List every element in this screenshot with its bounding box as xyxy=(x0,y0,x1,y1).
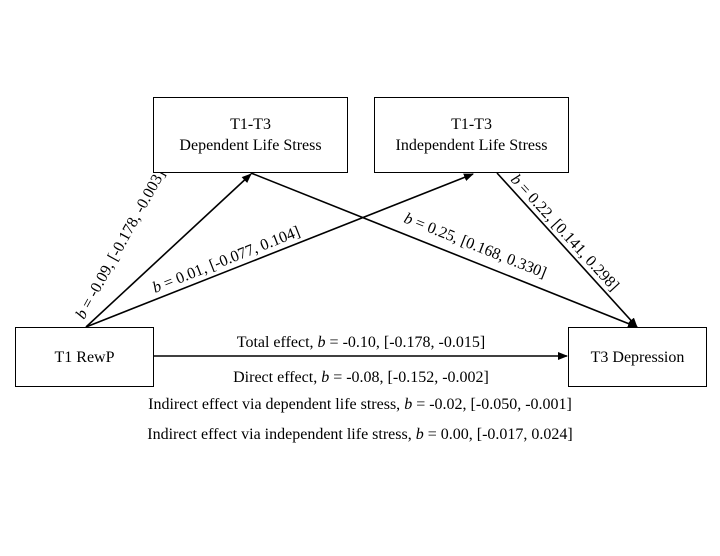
indirect-dependent-value: = -0.02, [-0.050, -0.001] xyxy=(412,396,572,413)
indirect-independent-value: = 0.00, [-0.017, 0.024] xyxy=(423,426,573,443)
indirect-independent-b: b xyxy=(415,426,424,443)
indirect-dependent-prefix: Indirect effect via dependent life stres… xyxy=(148,396,405,413)
direct-effect-label: Direct effect, b = -0.08, [-0.152, -0.00… xyxy=(154,368,568,388)
depression-box: T3 Depression xyxy=(568,327,707,387)
path-label-a-independent: b = 0.01, [-0.077, 0.104] xyxy=(150,223,302,296)
path-label-b-independent: b = 0.22, [0.141, 0.298] xyxy=(507,171,622,294)
independent-life-stress-box: T1-T3 Independent Life Stress xyxy=(374,97,569,173)
direct-effect-b: b xyxy=(321,369,330,386)
path-label-b-dependent: b = 0.25, [0.168, 0.330] xyxy=(402,210,549,282)
dependent-box-line1: T1-T3 xyxy=(230,116,271,133)
total-effect-prefix: Total effect, xyxy=(236,334,318,351)
path-label-a-dependent: b = -0.09, [-0.178, -0.003] xyxy=(73,167,169,322)
arrow-rewp-to-independent xyxy=(85,173,474,328)
total-effect-label: Total effect, b = -0.10, [-0.178, -0.015… xyxy=(154,333,568,353)
direct-effect-value: = -0.08, [-0.152, -0.002] xyxy=(329,369,489,386)
dependent-box-line2: Dependent Life Stress xyxy=(179,137,322,154)
depression-box-label: T3 Depression xyxy=(590,348,685,366)
total-effect-b: b xyxy=(317,334,326,351)
independent-box-line2: Independent Life Stress xyxy=(395,137,548,154)
dependent-life-stress-box: T1-T3 Dependent Life Stress xyxy=(153,97,348,173)
arrow-independent-to-depression xyxy=(496,172,638,328)
total-effect-value: = -0.10, [-0.178, -0.015] xyxy=(325,334,486,351)
indirect-effect-dependent-label: Indirect effect via dependent life stres… xyxy=(0,395,720,415)
rewp-box: T1 RewP xyxy=(15,327,154,387)
indirect-effect-independent-label: Indirect effect via independent life str… xyxy=(0,425,720,445)
indirect-independent-prefix: Indirect effect via independent life str… xyxy=(147,426,416,443)
direct-effect-prefix: Direct effect, xyxy=(233,369,322,386)
independent-box-line1: T1-T3 xyxy=(451,116,492,133)
arrow-rewp-to-dependent xyxy=(85,173,252,328)
indirect-dependent-b: b xyxy=(404,396,413,413)
arrow-dependent-to-depression xyxy=(250,172,638,328)
rewp-box-label: T1 RewP xyxy=(54,348,115,366)
